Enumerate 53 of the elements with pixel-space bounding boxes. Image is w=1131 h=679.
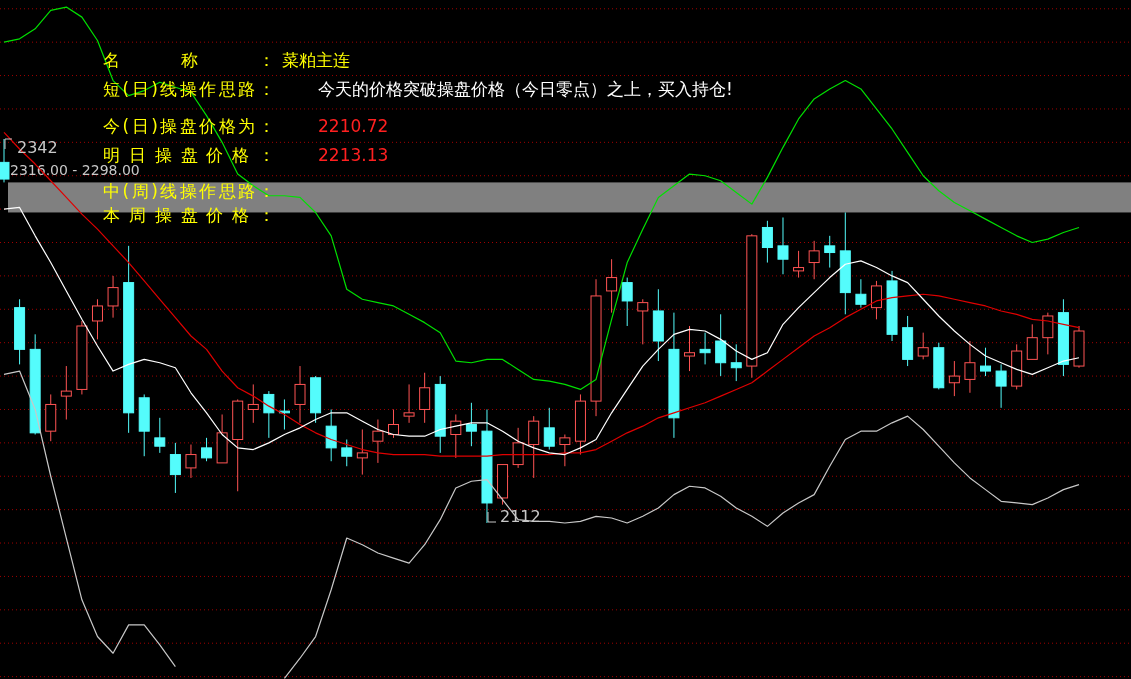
candlestick — [387, 408, 399, 439]
annotation: 2213.13 — [318, 145, 389, 165]
candlestick — [154, 417, 166, 454]
candlestick — [699, 332, 711, 365]
candlestick — [730, 343, 742, 382]
text: 菜粕主连 — [282, 50, 350, 70]
candlestick — [341, 439, 353, 467]
candlestick — [528, 415, 540, 479]
candlestick — [948, 360, 960, 397]
candlestick — [169, 442, 181, 494]
candlestick — [278, 398, 290, 430]
candlestick — [465, 402, 477, 447]
candlestick — [715, 313, 727, 377]
candlestick — [559, 434, 571, 467]
candlestick — [91, 298, 103, 340]
candlestick — [793, 250, 805, 279]
candlestick — [185, 444, 197, 479]
candlestick — [1026, 323, 1038, 360]
candlestick — [761, 220, 773, 264]
candlestick — [808, 240, 820, 280]
candlestick — [107, 275, 119, 319]
candlestick — [621, 277, 633, 327]
candlestick — [606, 258, 618, 314]
candlestick — [1042, 312, 1054, 355]
candlestick — [419, 372, 431, 424]
candlestick — [824, 235, 836, 269]
candlestick — [917, 332, 929, 360]
text: 今天的价格突破操盘价格（今日零点）之上，买入持仓! — [318, 79, 733, 99]
text: 今(日)操盘价格为： — [103, 116, 275, 136]
candlestick — [995, 363, 1007, 409]
text: 2210.72 — [318, 116, 389, 136]
candlestick — [684, 325, 696, 372]
annotation: 本周操盘价格： — [103, 205, 275, 225]
candlestick — [263, 390, 275, 439]
candlestick — [512, 427, 524, 469]
candlestick — [247, 383, 259, 424]
candlestick — [964, 340, 976, 394]
candlestick — [372, 418, 384, 464]
candlestick — [325, 408, 337, 462]
candlestick — [60, 365, 72, 420]
candlestick — [870, 280, 882, 320]
annotation: 中(周)线操作思路： — [103, 181, 275, 201]
candlestick — [777, 216, 789, 275]
candlestick — [356, 429, 368, 476]
candlestick — [403, 383, 415, 424]
annotation: 明日操盘价格： — [103, 145, 275, 165]
annotation: 2342 — [17, 138, 58, 157]
candlestick — [855, 278, 867, 309]
candlestick — [543, 407, 555, 451]
candlestick — [637, 298, 649, 345]
candlestick — [294, 365, 306, 424]
candlestick — [201, 437, 213, 462]
candlestick — [980, 347, 992, 377]
